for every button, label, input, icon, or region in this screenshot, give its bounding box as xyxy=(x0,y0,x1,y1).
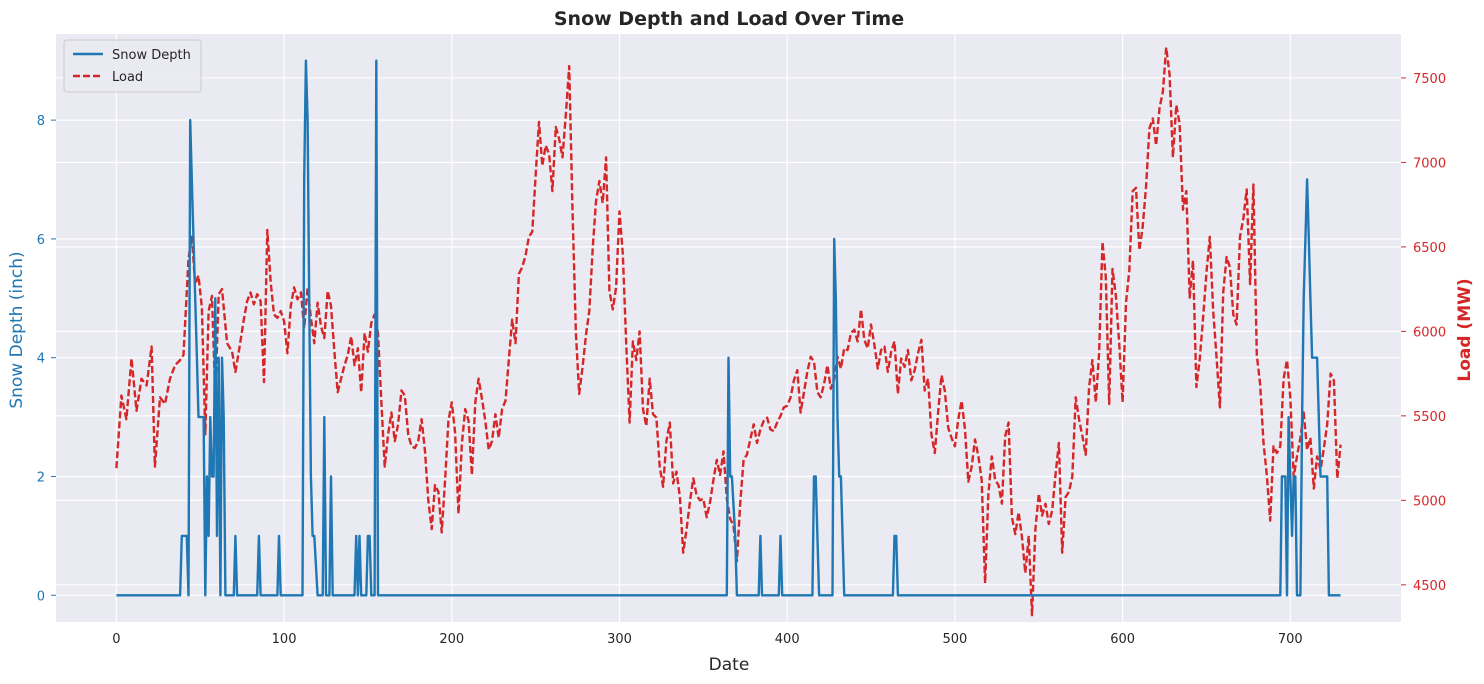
series-lines xyxy=(115,46,1342,617)
plot-area xyxy=(56,34,1401,622)
x-tick-label: 100 xyxy=(272,632,297,647)
x-tick-label: 400 xyxy=(775,632,800,647)
x-tick-label: 300 xyxy=(607,632,632,647)
right-axis-label: Load (MW) xyxy=(1455,278,1475,381)
legend-label-snow-depth: Snow Depth xyxy=(112,48,191,63)
left-tick-label: 6 xyxy=(37,233,45,248)
left-tick-label: 4 xyxy=(37,352,45,367)
right-tick-label: 4500 xyxy=(1413,579,1446,594)
x-tick-label: 600 xyxy=(1110,632,1135,647)
right-tick-label: 5500 xyxy=(1413,410,1446,425)
x-tick-label: 0 xyxy=(112,632,120,647)
left-axis-ticks: 0 2 4 6 8 xyxy=(37,114,56,604)
left-tick-label: 0 xyxy=(37,589,45,604)
legend: Snow Depth Load xyxy=(63,39,202,93)
right-tick-label: 7500 xyxy=(1413,72,1446,87)
left-tick-label: 8 xyxy=(37,114,45,129)
load-line xyxy=(115,46,1342,617)
x-tick-label: 700 xyxy=(1278,632,1303,647)
right-tick-label: 6000 xyxy=(1413,325,1446,340)
legend-label-load: Load xyxy=(112,70,143,85)
x-tick-label: 500 xyxy=(942,632,967,647)
left-axis-label: Snow Depth (inch) xyxy=(7,251,27,408)
x-axis-ticks: 0 100 200 300 400 500 600 700 xyxy=(112,632,1302,647)
right-axis-ticks: 4500 5000 5500 6000 6500 7000 7500 xyxy=(1401,72,1446,594)
right-tick-label: 7000 xyxy=(1413,156,1446,171)
x-tick-label: 200 xyxy=(439,632,464,647)
chart-title: Snow Depth and Load Over Time xyxy=(554,8,904,30)
snow-depth-line xyxy=(116,59,1341,597)
right-tick-label: 6500 xyxy=(1413,241,1446,256)
right-tick-label: 5000 xyxy=(1413,494,1446,509)
left-tick-label: 2 xyxy=(37,470,45,485)
x-axis-label: Date xyxy=(709,655,750,675)
